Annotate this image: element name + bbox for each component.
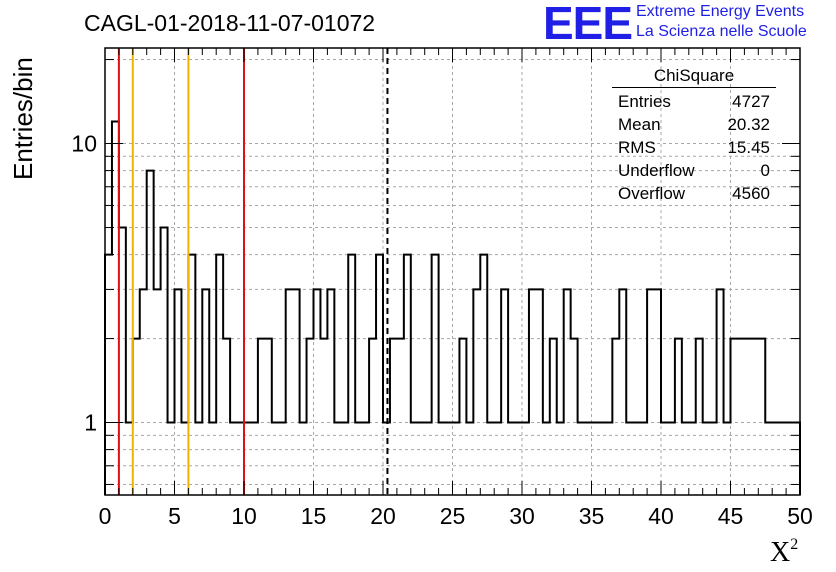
x-tick-label: 35 <box>579 503 605 529</box>
chart-title: CAGL-01-2018-11-07-01072 <box>84 10 376 36</box>
x-tick-label: 30 <box>509 503 535 529</box>
stats-label: RMS <box>618 138 656 157</box>
stats-label: Overflow <box>618 184 686 203</box>
stats-label: Mean <box>618 115 661 134</box>
y-tick-label: 10 <box>71 131 97 157</box>
stats-row-entries: Entries 4727 <box>612 90 776 113</box>
stats-title: ChiSquare <box>612 66 776 88</box>
x-tick-label: 0 <box>99 503 112 529</box>
x-tick-label: 15 <box>301 503 327 529</box>
stats-label: Underflow <box>618 161 695 180</box>
stats-row-underflow: Underflow 0 <box>612 159 776 182</box>
y-tick-label: 1 <box>84 410 97 436</box>
stats-value: 20.32 <box>727 115 770 134</box>
stats-value: 4727 <box>732 92 770 111</box>
stats-value: 0 <box>760 161 770 180</box>
logo-line-2: La Scienza nelle Scuole <box>636 23 807 40</box>
x-axis-label-text: X <box>770 537 791 568</box>
x-axis-label: X2 <box>770 536 798 569</box>
logo-line-1: Extreme Energy Events <box>636 3 805 20</box>
eee-logo: EEE <box>543 0 633 49</box>
x-tick-label: 40 <box>648 503 674 529</box>
x-tick-label: 45 <box>718 503 744 529</box>
x-axis-label-sup: 2 <box>790 536 799 553</box>
stats-value: 4560 <box>732 184 770 203</box>
x-tick-label: 10 <box>231 503 257 529</box>
stats-box: ChiSquare Entries 4727 Mean 20.32 RMS 15.45… <box>612 66 776 205</box>
x-tick-label: 25 <box>440 503 466 529</box>
stats-row-rms: RMS 15.45 <box>612 136 776 159</box>
histogram-series <box>104 120 801 495</box>
y-axis-label: Entries/bin <box>8 57 38 180</box>
stats-value: 15.45 <box>727 138 770 157</box>
stats-row-mean: Mean 20.32 <box>612 113 776 136</box>
stats-row-overflow: Overflow 4560 <box>612 182 776 205</box>
x-tick-label: 5 <box>168 503 181 529</box>
x-tick-label: 50 <box>787 503 813 529</box>
stats-label: Entries <box>618 92 671 111</box>
x-tick-label: 20 <box>370 503 396 529</box>
